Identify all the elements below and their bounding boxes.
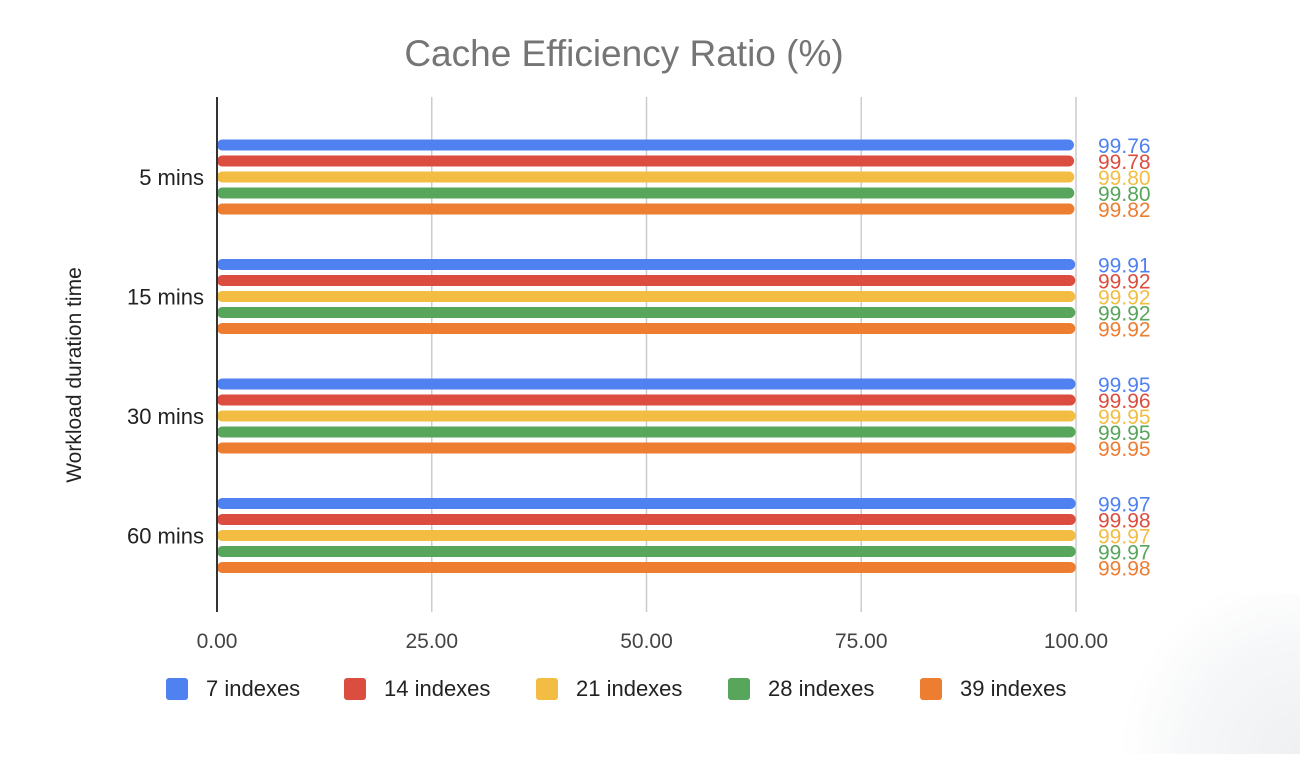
bar — [217, 187, 1075, 199]
x-tick-label: 0.00 — [197, 630, 238, 653]
x-tick-label: 50.00 — [620, 630, 673, 653]
bar — [217, 291, 1076, 302]
y-tick-label: 60 mins — [127, 524, 204, 549]
bar — [217, 562, 1076, 573]
data-label: 99.97 — [1098, 542, 1151, 565]
bar — [217, 275, 1076, 286]
axes: 0.00 25.00 50.00 75.00 100.00 5 mins 15 mins 30… — [127, 97, 1108, 653]
y-axis-title: Workload duration time — [63, 267, 86, 483]
legend-label: 7 indexes — [206, 676, 300, 701]
legend-label: 39 indexes — [960, 676, 1066, 701]
data-label: 99.91 — [1098, 255, 1151, 278]
legend-label: 21 indexes — [576, 676, 682, 701]
x-tick-label: 100.00 — [1044, 630, 1108, 653]
data-label: 99.97 — [1098, 526, 1151, 549]
data-label: 99.95 — [1098, 374, 1151, 397]
y-tick-label: 15 mins — [127, 285, 204, 310]
bar — [217, 307, 1076, 318]
y-tick-label: 5 mins — [139, 165, 204, 190]
legend-item[interactable]: 21 indexes — [536, 676, 682, 701]
bar — [217, 442, 1076, 454]
data-label: 99.82 — [1098, 199, 1151, 222]
bar — [217, 203, 1075, 215]
bar — [217, 426, 1076, 438]
x-tick-label: 25.00 — [405, 630, 458, 653]
data-label: 99.92 — [1098, 271, 1151, 294]
data-label: 99.96 — [1098, 390, 1151, 413]
x-tick-label: 75.00 — [835, 630, 888, 653]
bars — [217, 139, 1076, 573]
data-label: 99.92 — [1098, 287, 1151, 310]
bar — [217, 171, 1075, 183]
legend-swatch — [728, 678, 750, 700]
legend-item[interactable]: 39 indexes — [920, 676, 1066, 701]
bar — [217, 530, 1076, 541]
data-label: 99.76 — [1098, 135, 1151, 158]
legend-item[interactable]: 14 indexes — [344, 676, 490, 701]
bar — [217, 155, 1075, 167]
legend-swatch — [920, 678, 942, 700]
data-label: 99.78 — [1098, 151, 1151, 174]
data-label: 99.95 — [1098, 422, 1151, 445]
legend-swatch — [536, 678, 558, 700]
data-label: 99.80 — [1098, 167, 1151, 190]
bar — [217, 378, 1076, 390]
bar — [217, 323, 1076, 334]
legend-swatch — [166, 678, 188, 700]
bar — [217, 498, 1076, 509]
data-label: 99.95 — [1098, 406, 1151, 429]
legend-swatch — [344, 678, 366, 700]
bar — [217, 139, 1074, 151]
data-label: 99.98 — [1098, 558, 1151, 581]
legend-label: 28 indexes — [768, 676, 874, 701]
legend-item[interactable]: 28 indexes — [728, 676, 874, 701]
data-label: 99.97 — [1098, 494, 1151, 517]
data-label: 99.95 — [1098, 438, 1151, 461]
bar — [217, 546, 1076, 557]
data-labels: 99.7699.7899.8099.8099.8299.9199.9299.92… — [1098, 135, 1151, 581]
data-label: 99.98 — [1098, 510, 1151, 533]
corner-shadow — [1120, 594, 1300, 754]
bar — [217, 259, 1076, 270]
chart-title: Cache Efficiency Ratio (%) — [404, 33, 843, 74]
legend-label: 14 indexes — [384, 676, 490, 701]
legend[interactable]: 7 indexes 14 indexes 21 indexes 28 indexes 3… — [166, 676, 1066, 701]
data-label: 99.92 — [1098, 319, 1151, 342]
data-label: 99.80 — [1098, 183, 1151, 206]
y-tick-label: 30 mins — [127, 404, 204, 429]
bar — [217, 514, 1076, 525]
data-label: 99.92 — [1098, 303, 1151, 326]
gridlines — [431, 97, 1077, 612]
bar — [217, 394, 1076, 406]
bar — [217, 410, 1076, 422]
legend-item[interactable]: 7 indexes — [166, 676, 300, 701]
